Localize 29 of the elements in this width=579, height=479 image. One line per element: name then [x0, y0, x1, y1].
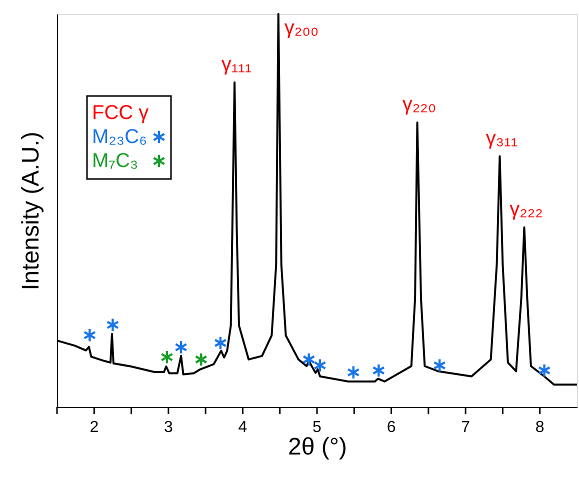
point [346, 365, 360, 380]
point [433, 358, 446, 373]
annotation: FCC γ [92, 102, 149, 124]
x-tick-label: 5 [312, 419, 322, 436]
point [302, 352, 316, 367]
point [106, 318, 120, 332]
point [194, 352, 208, 367]
point [372, 363, 386, 378]
point [83, 328, 96, 342]
legend-label: M₇C₃ [92, 150, 138, 172]
annotation: γ₂₀₀ [284, 17, 319, 39]
annotation: γ₂₂₀ [402, 93, 436, 116]
y-axis-title: Intensity (A.U.) [18, 132, 44, 290]
x-tick-label: 8 [535, 419, 544, 436]
legend-label: M₂₃C₆ [92, 126, 148, 148]
point [160, 350, 174, 364]
x-tick-label: 6 [386, 419, 396, 436]
x-tick-label: 2 [90, 419, 99, 436]
point [538, 363, 551, 378]
annotation: γ₁₁₁ [221, 53, 252, 76]
x-tick-label: 7 [461, 419, 470, 436]
x-axis-title: 2θ (°) [288, 434, 347, 460]
point [214, 336, 227, 350]
x-tick-label: 4 [238, 419, 248, 436]
x-tick-label: 3 [164, 419, 173, 436]
point [174, 340, 188, 354]
point [314, 358, 326, 373]
annotation: γ₃₁₁ [486, 127, 518, 150]
annotation: γ₂₂₂ [510, 198, 543, 220]
